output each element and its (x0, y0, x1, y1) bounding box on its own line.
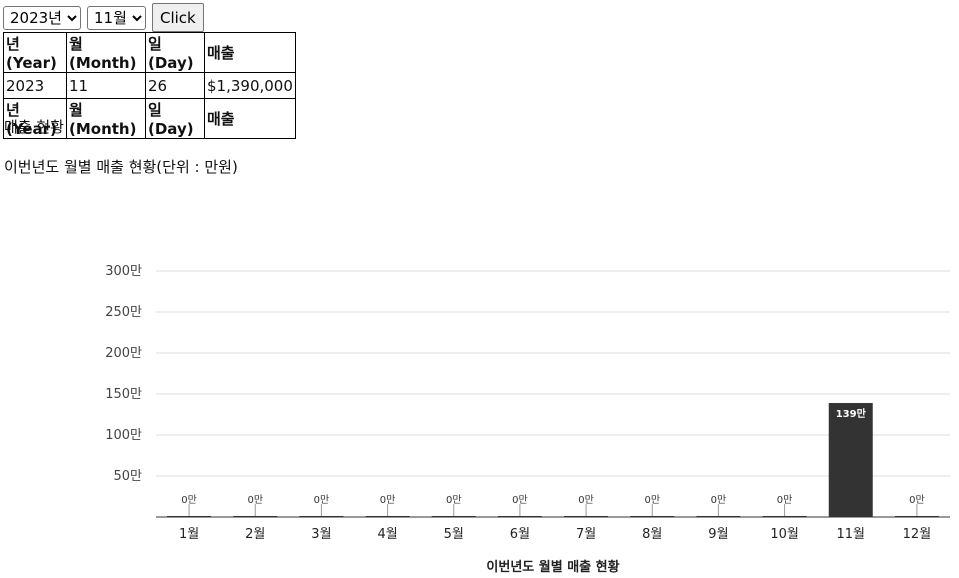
cell-day: 26 (145, 72, 205, 99)
y-tick-label: 150만 (105, 387, 142, 402)
bar (762, 516, 807, 517)
chart-caption: 이번년도 월별 매출 현황(단위 : 만원) (4, 158, 238, 176)
bar (630, 516, 675, 517)
header-sales: 매출 (204, 32, 296, 73)
x-tick-label: 7월 (576, 527, 596, 542)
table-header-row: 년(Year) 월(Month) 일(Day) 매출 (3, 32, 296, 73)
data-label: 0만 (909, 494, 925, 506)
data-label: 0만 (644, 494, 660, 506)
y-tick-label: 100만 (105, 428, 142, 443)
table-footer-row: 년(Year) 월(Month) 일(Day) 매출 (3, 98, 296, 139)
data-label: 0만 (711, 494, 727, 506)
y-tick-label: 50만 (113, 469, 142, 484)
x-tick-label: 6월 (510, 527, 530, 542)
x-tick-label: 2월 (245, 527, 265, 542)
click-button[interactable]: Click (152, 3, 204, 32)
x-tick-label: 11월 (836, 527, 865, 542)
x-tick-label: 1월 (179, 527, 199, 542)
data-label: 0만 (578, 494, 594, 506)
bar (167, 516, 212, 517)
data-label: 0만 (181, 494, 197, 506)
data-label: 0만 (380, 494, 396, 506)
bar (894, 516, 939, 517)
x-tick-label: 4월 (377, 527, 397, 542)
cell-sales: $1,390,000 (204, 72, 296, 99)
data-label: 0만 (512, 494, 528, 506)
bar (431, 516, 476, 517)
bar (828, 403, 873, 517)
month-select[interactable]: 11월 (87, 5, 146, 30)
data-label: 0만 (446, 494, 462, 506)
year-select[interactable]: 2023년 (3, 5, 81, 30)
bar (497, 516, 542, 517)
bar (564, 516, 609, 517)
header-year: 년(Year) (3, 32, 67, 73)
data-label: 0만 (314, 494, 330, 506)
y-tick-label: 250만 (105, 305, 142, 320)
sales-status-label: 매출 현황 (4, 118, 64, 136)
footer-year: 년(Year) (3, 98, 67, 139)
x-tick-label: 9월 (708, 527, 728, 542)
header-day: 일(Day) (145, 32, 205, 73)
bar (299, 516, 344, 517)
x-tick-label: 12월 (903, 527, 932, 542)
bar (365, 516, 410, 517)
x-tick-label: 5월 (444, 527, 464, 542)
footer-sales: 매출 (204, 98, 296, 139)
footer-day: 일(Day) (145, 98, 205, 139)
date-controls: 2023년 11월 Click (3, 3, 204, 32)
data-label: 0만 (247, 494, 263, 506)
x-tick-label: 10월 (770, 527, 799, 542)
x-tick-label: 8월 (642, 527, 662, 542)
sales-table: 년(Year) 월(Month) 일(Day) 매출 2023 11 26 $1… (3, 32, 296, 139)
bar (233, 516, 278, 517)
y-tick-label: 200만 (105, 346, 142, 361)
data-label: 0만 (777, 494, 793, 506)
bar (696, 516, 741, 517)
x-axis-title: 이번년도 월별 매출 현황 (486, 559, 619, 575)
y-tick-label: 300만 (105, 264, 142, 279)
cell-month: 11 (66, 72, 146, 99)
data-label: 139만 (836, 407, 867, 420)
x-tick-label: 3월 (311, 527, 331, 542)
footer-month: 월(Month) (66, 98, 146, 139)
